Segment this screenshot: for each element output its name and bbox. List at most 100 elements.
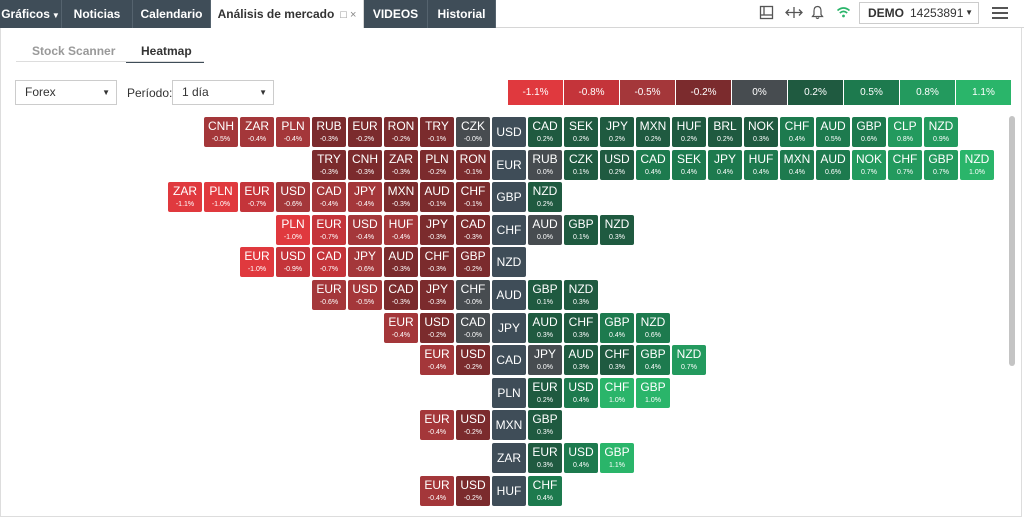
base-currency-pln[interactable]: PLN [492, 377, 526, 408]
heatmap-cell-nzd[interactable]: NZD 0.7% [672, 345, 706, 376]
base-currency-jpy[interactable]: JPY [492, 312, 526, 343]
heatmap-cell-gbp[interactable]: GBP 0.6% [852, 117, 886, 147]
heatmap-cell-usd[interactable]: USD -0.5% [348, 280, 382, 310]
heatmap-cell-chf[interactable]: CHF -0.3% [420, 247, 454, 278]
base-currency-zar[interactable]: ZAR [492, 443, 526, 473]
heatmap-cell-pln[interactable]: PLN -1.0% [276, 214, 310, 245]
heatmap-cell-usd[interactable]: USD 0.4% [564, 443, 598, 473]
heatmap-cell-mxn[interactable]: MXN -0.3% [384, 182, 418, 213]
base-currency-aud[interactable]: AUD [492, 280, 526, 310]
heatmap-cell-jpy[interactable]: JPY -0.6% [348, 247, 382, 278]
heatmap-cell-nzd[interactable]: NZD 0.3% [600, 214, 634, 245]
heatmap-cell-clp[interactable]: CLP 0.8% [888, 117, 922, 147]
heatmap-cell-gbp[interactable]: GBP -0.2% [456, 247, 490, 278]
heatmap-cell-huf[interactable]: HUF -0.4% [384, 214, 418, 245]
heatmap-cell-zar[interactable]: ZAR -0.4% [240, 117, 274, 147]
heatmap-cell-aud[interactable]: AUD 0.3% [564, 345, 598, 376]
heatmap-cell-huf[interactable]: HUF 0.4% [744, 149, 778, 180]
heatmap-cell-usd[interactable]: USD -0.6% [276, 182, 310, 213]
heatmap-cell-chf[interactable]: CHF 0.3% [564, 312, 598, 343]
heatmap-cell-ron[interactable]: RON -0.2% [384, 117, 418, 147]
market-select[interactable]: Forex ▼ [15, 80, 117, 105]
heatmap-cell-mxn[interactable]: MXN 0.4% [780, 149, 814, 180]
heatmap-cell-cad[interactable]: CAD -0.4% [312, 182, 346, 213]
heatmap-cell-nzd[interactable]: NZD 0.6% [636, 312, 670, 343]
heatmap-cell-eur[interactable]: EUR -0.4% [420, 410, 454, 441]
heatmap-cell-usd[interactable]: USD -0.2% [456, 345, 490, 376]
base-currency-eur[interactable]: EUR [492, 149, 526, 180]
heatmap-cell-eur[interactable]: EUR 0.3% [528, 443, 562, 473]
heatmap-cell-aud[interactable]: AUD 0.5% [816, 117, 850, 147]
base-currency-nzd[interactable]: NZD [492, 247, 526, 278]
heatmap-cell-nzd[interactable]: NZD 0.2% [528, 182, 562, 213]
heatmap-cell-gbp[interactable]: GBP 0.4% [636, 345, 670, 376]
heatmap-cell-pln[interactable]: PLN -1.0% [204, 182, 238, 213]
heatmap-cell-ron[interactable]: RON -0.1% [456, 149, 490, 180]
subtab-heatmap[interactable]: Heatmap [126, 44, 204, 63]
heatmap-cell-usd[interactable]: USD -0.2% [456, 410, 490, 441]
heatmap-cell-czk[interactable]: CZK 0.1% [564, 149, 598, 180]
heatmap-cell-cad[interactable]: CAD -0.0% [456, 312, 490, 343]
heatmap-cell-eur[interactable]: EUR -0.6% [312, 280, 346, 310]
heatmap-cell-usd[interactable]: USD -0.2% [456, 475, 490, 506]
heatmap-cell-eur[interactable]: EUR -0.7% [312, 214, 346, 245]
heatmap-cell-cnh[interactable]: CNH -0.5% [204, 117, 238, 147]
heatmap-cell-aud[interactable]: AUD 0.6% [816, 149, 850, 180]
heatmap-cell-eur[interactable]: EUR -1.0% [240, 247, 274, 278]
heatmap-cell-aud[interactable]: AUD -0.3% [384, 247, 418, 278]
heatmap-cell-eur[interactable]: EUR 0.2% [528, 377, 562, 408]
heatmap-cell-pln[interactable]: PLN -0.2% [420, 149, 454, 180]
heatmap-cell-jpy[interactable]: JPY -0.3% [420, 214, 454, 245]
heatmap-cell-cnh[interactable]: CNH -0.3% [348, 149, 382, 180]
heatmap-cell-chf[interactable]: CHF -0.1% [456, 182, 490, 213]
heatmap-cell-chf[interactable]: CHF 1.0% [600, 377, 634, 408]
heatmap-cell-eur[interactable]: EUR -0.7% [240, 182, 274, 213]
heatmap-cell-aud[interactable]: AUD 0.0% [528, 214, 562, 245]
heatmap-cell-cad[interactable]: CAD -0.3% [384, 280, 418, 310]
tab-noticias[interactable]: Noticias [62, 0, 133, 28]
heatmap-cell-pln[interactable]: PLN -0.4% [276, 117, 310, 147]
heatmap-cell-jpy[interactable]: JPY 0.2% [600, 117, 634, 147]
base-currency-cad[interactable]: CAD [492, 345, 526, 376]
heatmap-cell-sek[interactable]: SEK 0.2% [564, 117, 598, 147]
heatmap-cell-nok[interactable]: NOK 0.7% [852, 149, 886, 180]
heatmap-cell-zar[interactable]: ZAR -1.1% [168, 182, 202, 213]
tab-historial[interactable]: Historial [428, 0, 496, 28]
heatmap-cell-jpy[interactable]: JPY -0.3% [420, 280, 454, 310]
heatmap-cell-aud[interactable]: AUD -0.1% [420, 182, 454, 213]
heatmap-cell-usd[interactable]: USD 0.4% [564, 377, 598, 408]
subtab-stock-scanner[interactable]: Stock Scanner [32, 44, 116, 58]
heatmap-cell-eur[interactable]: EUR -0.4% [384, 312, 418, 343]
heatmap-cell-sek[interactable]: SEK 0.4% [672, 149, 706, 180]
tab-window-close-icons[interactable]: □ × [340, 9, 357, 21]
transfer-icon[interactable] [785, 5, 803, 24]
heatmap-cell-aud[interactable]: AUD 0.3% [528, 312, 562, 343]
heatmap-cell-gbp[interactable]: GBP 1.0% [636, 377, 670, 408]
heatmap-cell-cad[interactable]: CAD 0.4% [636, 149, 670, 180]
heatmap-cell-nzd[interactable]: NZD 0.9% [924, 117, 958, 147]
heatmap-cell-nok[interactable]: NOK 0.3% [744, 117, 778, 147]
base-currency-mxn[interactable]: MXN [492, 410, 526, 441]
heatmap-cell-gbp[interactable]: GBP 0.4% [600, 312, 634, 343]
tab-graficos[interactable]: Gráficos ▼ [0, 0, 62, 28]
heatmap-cell-rub[interactable]: RUB 0.0% [528, 149, 562, 180]
heatmap-cell-usd[interactable]: USD 0.2% [600, 149, 634, 180]
heatmap-cell-mxn[interactable]: MXN 0.2% [636, 117, 670, 147]
heatmap-cell-gbp[interactable]: GBP 1.1% [600, 443, 634, 473]
heatmap-cell-chf[interactable]: CHF 0.7% [888, 149, 922, 180]
base-currency-usd[interactable]: USD [492, 117, 526, 147]
heatmap-cell-cad[interactable]: CAD -0.3% [456, 214, 490, 245]
tab-videos[interactable]: VIDEOS [364, 0, 428, 28]
account-selector[interactable]: DEMO 14253891 ▼ [859, 2, 979, 24]
heatmap-cell-chf[interactable]: CHF 0.4% [528, 475, 562, 506]
base-currency-gbp[interactable]: GBP [492, 182, 526, 213]
heatmap-cell-chf[interactable]: CHF -0.0% [456, 280, 490, 310]
heatmap-cell-zar[interactable]: ZAR -0.3% [384, 149, 418, 180]
tab-analisis-de-mercado[interactable]: Análisis de mercado □ × [211, 0, 364, 28]
layout-icon[interactable] [759, 5, 774, 24]
heatmap-cell-huf[interactable]: HUF 0.2% [672, 117, 706, 147]
heatmap-cell-brl[interactable]: BRL 0.2% [708, 117, 742, 147]
heatmap-cell-gbp[interactable]: GBP 0.1% [528, 280, 562, 310]
heatmap-cell-nzd[interactable]: NZD 1.0% [960, 149, 994, 180]
heatmap-cell-jpy[interactable]: JPY 0.4% [708, 149, 742, 180]
